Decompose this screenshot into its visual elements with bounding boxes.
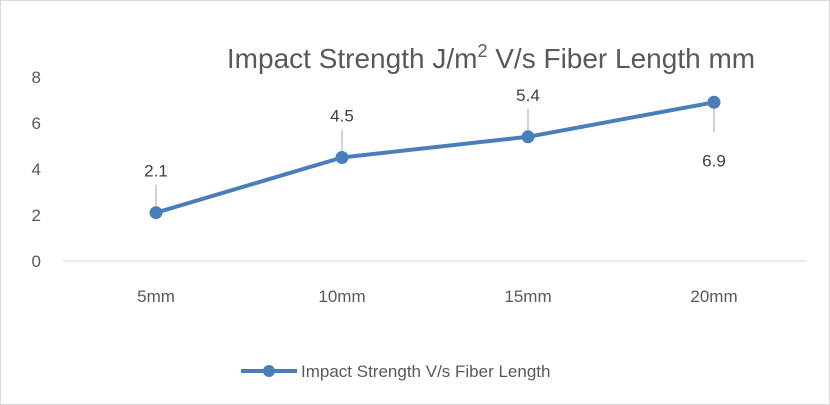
data-point-marker xyxy=(149,206,163,220)
series-line xyxy=(154,100,716,215)
y-tick-label: 8 xyxy=(32,68,41,87)
chart-title-main: Impact Strength J/m xyxy=(227,43,478,74)
x-tick-label: 10mm xyxy=(318,287,365,306)
x-tick-label: 20mm xyxy=(690,287,737,306)
y-axis-ticks: 0 2 4 6 8 xyxy=(32,68,41,271)
x-axis-ticks: 5mm 10mm 15mm 20mm xyxy=(137,287,738,306)
y-tick-label: 0 xyxy=(32,252,41,271)
y-tick-label: 2 xyxy=(32,206,41,225)
data-label: 4.5 xyxy=(330,107,354,126)
data-labels: 2.1 4.5 5.4 6.9 xyxy=(144,86,726,181)
legend[interactable]: Impact Strength V/s Fiber Length xyxy=(241,362,550,381)
data-point-marker xyxy=(707,95,721,109)
data-label-leaders xyxy=(155,108,715,207)
chart-title-superscript: 2 xyxy=(477,41,487,61)
y-tick-label: 6 xyxy=(32,114,41,133)
chart-title: Impact Strength J/m2 V/s Fiber Length mm xyxy=(227,41,755,74)
legend-marker-swatch xyxy=(263,365,275,377)
chart-title-rest: V/s Fiber Length mm xyxy=(487,43,755,74)
x-tick-label: 15mm xyxy=(504,287,551,306)
legend-label: Impact Strength V/s Fiber Length xyxy=(301,362,550,381)
data-point-marker xyxy=(335,151,349,164)
data-label: 6.9 xyxy=(702,151,726,170)
data-label: 5.4 xyxy=(516,86,540,105)
x-tick-label: 5mm xyxy=(137,287,175,306)
y-tick-label: 4 xyxy=(32,160,41,179)
data-label: 2.1 xyxy=(144,162,168,181)
data-point-marker xyxy=(521,130,535,144)
series-markers xyxy=(149,95,721,220)
